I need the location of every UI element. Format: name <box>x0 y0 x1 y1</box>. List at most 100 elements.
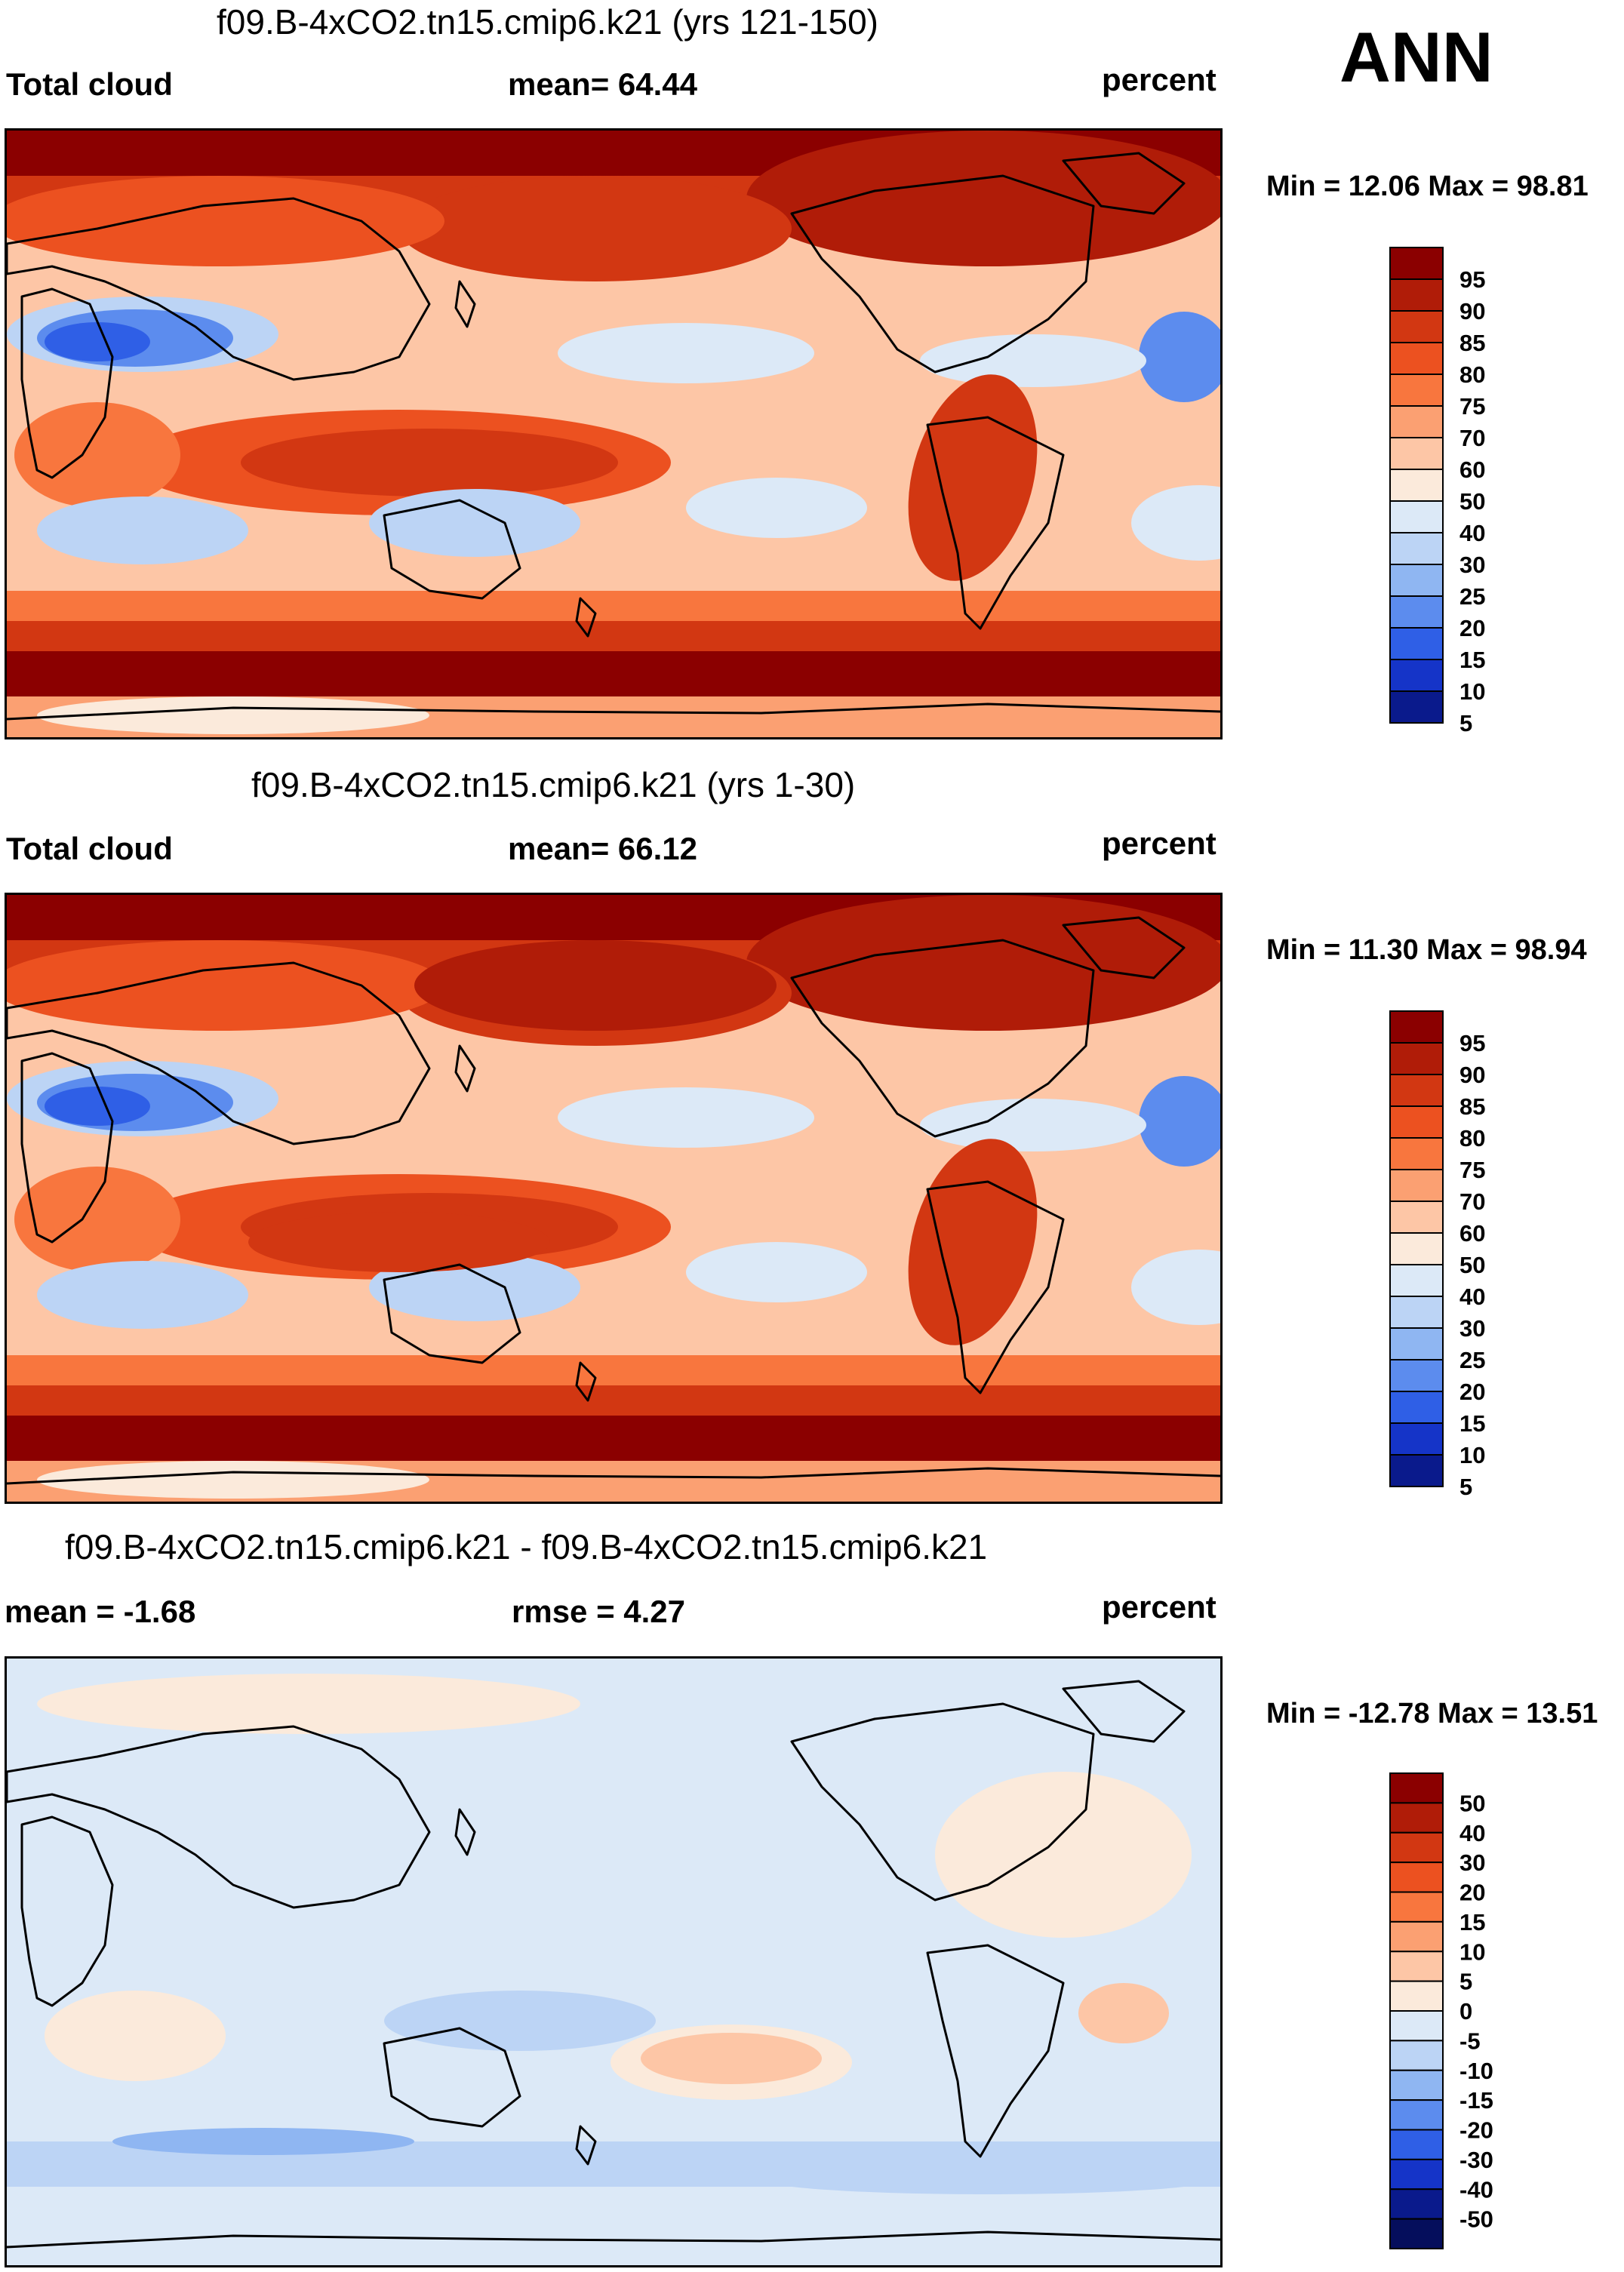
contour-region <box>384 1991 656 2051</box>
colorbar-tick-label: 20 <box>1459 615 1485 641</box>
panel-3-mean-label: mean = -1.68 <box>5 1594 196 1629</box>
colorbar-tick-label: 5 <box>1459 710 1472 736</box>
coastline <box>926 1180 1065 1394</box>
colorbar-tick-label: 50 <box>1459 488 1485 515</box>
colorbar-box <box>1389 690 1444 724</box>
colorbar-box <box>1389 2129 1444 2160</box>
colorbar-box <box>1389 469 1444 502</box>
contour-region <box>1131 1250 1220 1325</box>
contour-region <box>641 2033 822 2084</box>
contour-region <box>558 323 814 383</box>
panel-3-minmax: Min = -12.78 Max = 13.51 <box>1266 1698 1598 1729</box>
colorbar-tick-label: 90 <box>1459 1062 1485 1088</box>
contour-region <box>558 1087 814 1148</box>
contour-region <box>920 334 1146 387</box>
coastline <box>790 1702 1095 1902</box>
colorbar-box <box>1389 1980 1444 2012</box>
coastline <box>20 1815 114 2007</box>
colorbar-tick-label: 25 <box>1459 1347 1485 1373</box>
colorbar-tick-label: 75 <box>1459 393 1485 420</box>
contour-region <box>14 402 180 508</box>
colorbar-tick-label: 30 <box>1459 1849 1485 1876</box>
colorbar-tick-label: 15 <box>1459 1909 1485 1935</box>
contour-region <box>14 1167 180 1272</box>
colorbar-box <box>1389 1169 1444 1202</box>
colorbar-box <box>1389 564 1444 597</box>
panel-2-units-label: percent <box>1102 825 1216 861</box>
contour-region <box>920 1099 1146 1151</box>
colorbar-box <box>1389 2188 1444 2220</box>
colorbar-tick-label: -50 <box>1459 2206 1493 2233</box>
colorbar-tick-label: -10 <box>1459 2058 1493 2084</box>
coastline <box>383 499 521 600</box>
contour-region <box>399 176 792 281</box>
colorbar-box <box>1389 342 1444 375</box>
colorbar-tick-label: 15 <box>1459 647 1485 673</box>
colorbar-box <box>1389 532 1444 565</box>
colorbar-tick-label: 10 <box>1459 1442 1485 1468</box>
panel-1-units-label: percent <box>1102 62 1216 97</box>
colorbar-tick-label: 85 <box>1459 1093 1485 1120</box>
colorbar-tick-label: 10 <box>1459 1938 1485 1965</box>
contour-region <box>112 2128 414 2155</box>
colorbar-tick-label: 25 <box>1459 583 1485 610</box>
colorbar-box <box>1389 1454 1444 1487</box>
colorbar-box <box>1389 2158 1444 2191</box>
colorbar-tick-label: 40 <box>1459 1284 1485 1310</box>
panel-1-title: f09.B-4xCO2.tn15.cmip6.k21 (yrs 121-150) <box>217 2 878 42</box>
season-label: ANN <box>1339 17 1493 97</box>
panel-1-map <box>5 128 1223 739</box>
colorbar-box <box>1389 1951 1444 1982</box>
colorbar-tick-label: 30 <box>1459 1315 1485 1342</box>
panel-3-rmse-label: rmse = 4.27 <box>512 1594 686 1629</box>
colorbar-box <box>1389 374 1444 407</box>
contour-region <box>1139 312 1220 402</box>
coastline <box>7 1467 1220 1485</box>
contour-band <box>7 1355 1220 1385</box>
contour-region <box>37 497 248 564</box>
contour-region <box>761 2164 1214 2194</box>
panel-2-mean-label: mean= 66.12 <box>508 831 698 866</box>
colorbar-box <box>1389 1772 1444 1804</box>
coastline <box>790 174 1095 374</box>
panel-2-minmax: Min = 11.30 Max = 98.94 <box>1266 934 1587 966</box>
colorbar-tick-label: 85 <box>1459 330 1485 356</box>
colorbar-tick-label: -30 <box>1459 2147 1493 2173</box>
colorbar-tick-label: 5 <box>1459 1969 1472 1995</box>
colorbar-tick-label: 30 <box>1459 552 1485 578</box>
contour-region <box>1131 485 1220 561</box>
colorbar-tick-label: 70 <box>1459 1188 1485 1215</box>
panel-2-map <box>5 893 1223 1504</box>
contour-region <box>45 1087 150 1126</box>
coastline <box>926 1944 1065 2158</box>
colorbar-box <box>1389 1920 1444 1953</box>
coastline <box>1062 916 1186 979</box>
colorbar-box <box>1389 1862 1444 1893</box>
colorbar-box <box>1389 1422 1444 1456</box>
colorbar-tick-label: -40 <box>1459 2176 1493 2203</box>
colorbar-box <box>1389 247 1444 280</box>
colorbar-tick-label: 0 <box>1459 1998 1472 2025</box>
colorbar-tick-label: 90 <box>1459 298 1485 324</box>
colorbar-tick-label: 20 <box>1459 1880 1485 1906</box>
colorbar-box <box>1389 659 1444 692</box>
coastline <box>7 1725 431 1909</box>
colorbar-box <box>1389 1201 1444 1234</box>
coastline <box>926 416 1065 630</box>
colorbar-box <box>1389 1042 1444 1075</box>
contour-region <box>686 1242 867 1302</box>
southern-ocean-band <box>7 651 1220 696</box>
coastline <box>575 2125 597 2166</box>
contour-band <box>7 591 1220 621</box>
coastline <box>454 1808 476 1856</box>
panel-1-colorbar: 95 90 85 80 75 70 60 50 40 30 25 20 15 10 5 <box>1389 247 1541 736</box>
panel-3-colorbar: 50 40 30 20 15 10 5 0 -5 -10 -15 -20 -30 -40 -50 <box>1389 1772 1541 2256</box>
coastline <box>7 703 1220 721</box>
panel-2-title: f09.B-4xCO2.tn15.cmip6.k21 (yrs 1-30) <box>251 765 856 804</box>
southern-ocean-band <box>7 1416 1220 1461</box>
colorbar-box <box>1389 278 1444 312</box>
contour-region <box>45 322 150 361</box>
coastline <box>1062 1680 1186 1743</box>
colorbar-box <box>1389 2010 1444 2042</box>
